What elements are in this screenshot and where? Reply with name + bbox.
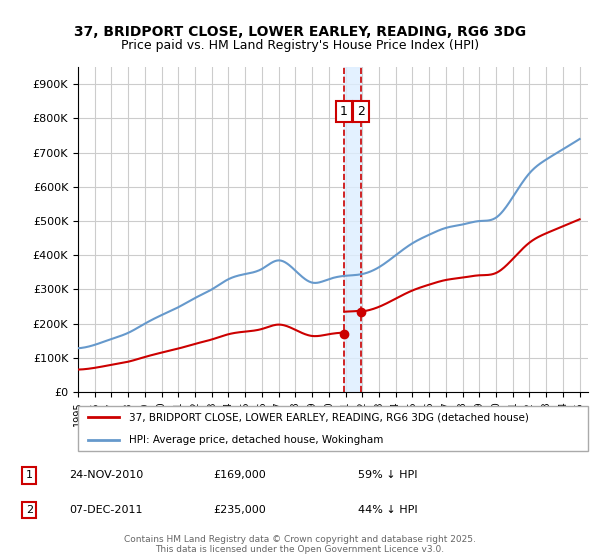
Text: HPI: Average price, detached house, Wokingham: HPI: Average price, detached house, Woki… <box>129 435 383 445</box>
Text: 1: 1 <box>26 470 33 480</box>
FancyBboxPatch shape <box>78 406 588 451</box>
Text: 44% ↓ HPI: 44% ↓ HPI <box>358 505 417 515</box>
Text: £169,000: £169,000 <box>214 470 266 480</box>
Text: 37, BRIDPORT CLOSE, LOWER EARLEY, READING, RG6 3DG (detached house): 37, BRIDPORT CLOSE, LOWER EARLEY, READIN… <box>129 412 529 422</box>
Text: 1: 1 <box>340 105 348 118</box>
Text: 24-NOV-2010: 24-NOV-2010 <box>70 470 144 480</box>
Text: 07-DEC-2011: 07-DEC-2011 <box>70 505 143 515</box>
Text: 59% ↓ HPI: 59% ↓ HPI <box>358 470 417 480</box>
Text: 37, BRIDPORT CLOSE, LOWER EARLEY, READING, RG6 3DG: 37, BRIDPORT CLOSE, LOWER EARLEY, READIN… <box>74 25 526 39</box>
Text: 2: 2 <box>357 105 365 118</box>
Bar <box>344 67 361 392</box>
Text: 2: 2 <box>26 505 33 515</box>
Text: Price paid vs. HM Land Registry's House Price Index (HPI): Price paid vs. HM Land Registry's House … <box>121 39 479 52</box>
Text: £235,000: £235,000 <box>214 505 266 515</box>
Text: Contains HM Land Registry data © Crown copyright and database right 2025.
This d: Contains HM Land Registry data © Crown c… <box>124 535 476 554</box>
